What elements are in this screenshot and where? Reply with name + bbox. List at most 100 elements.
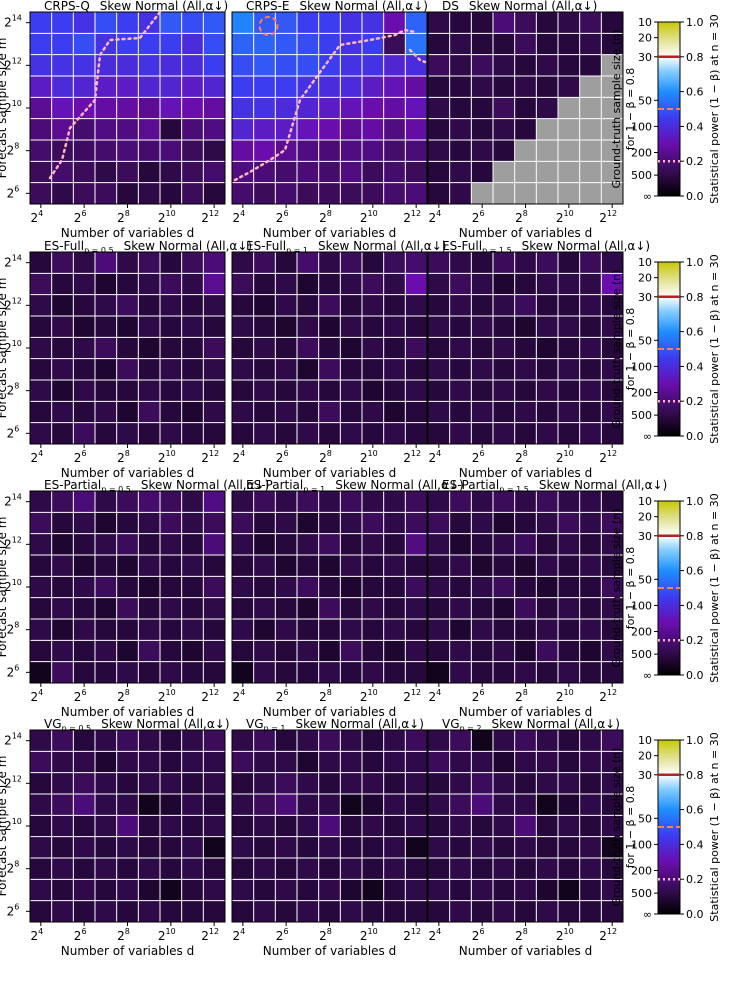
heatmap-cell [340,401,362,423]
power-tick-label: 0.2 [686,395,704,408]
n-tick-label: 100 [631,120,652,133]
heatmap-cell [558,76,580,98]
heatmap-cell [493,794,515,816]
heatmap-cell [471,900,493,922]
heatmap-cell [536,661,558,683]
n-tick-label: 50 [638,812,652,825]
heatmap-cell [601,118,623,140]
heatmap-cell [30,597,52,619]
colorbar-n-label: Ground-truth sample size (n) [610,748,623,907]
heatmap-cell [297,161,319,183]
heatmap-cell [51,54,74,76]
x-tick-label: 210 [360,449,378,465]
power-tick-label: 0.4 [686,599,704,612]
heatmap-cell [493,836,515,858]
heatmap-cell [558,576,580,598]
heatmap-cell [30,401,52,423]
heatmap-cell [232,401,254,423]
heatmap-cell [297,491,319,513]
panel-title: VGp = 1 Skew Normal (All,α↓) [246,717,424,733]
heatmap-cell [51,422,74,444]
heatmap-cell [73,161,95,183]
heatmap-cell [601,273,623,295]
heatmap-cell [579,900,602,922]
heatmap-cell [203,512,225,534]
heatmap-cell [297,273,319,295]
heatmap-cell [116,161,139,183]
heatmap-cell [138,422,160,444]
x-tick-label: 28 [319,449,332,465]
heatmap-cell [51,730,74,752]
heatmap-cell [405,900,427,922]
y-tick-label: 28 [7,142,20,158]
heatmap-cell [362,772,384,794]
colorbar-power-label: Statistical power (1 − β) at n = 30 [708,14,721,203]
n-tick-label: 10 [638,16,652,29]
heatmap-cell [405,794,427,816]
heatmap-cell [383,900,406,922]
heatmap-cell [405,815,427,837]
heatmap-cell [318,772,341,794]
heatmap-cell [493,879,515,901]
heatmap-cell [160,12,182,34]
heatmap-cell [30,794,52,816]
heatmap-cell [449,33,472,55]
heatmap-cell [493,619,515,641]
heatmap-cell [297,900,319,922]
heatmap-cell [514,294,537,316]
heatmap-cell [579,140,602,162]
heatmap-cell [362,140,384,162]
x-tick-label: 24 [232,209,245,225]
heatmap-cell [383,491,406,513]
heatmap-cell [471,422,493,444]
x-axis-label: Number of variables d [61,705,195,719]
colorbar-power-label: Statistical power (1 − β) at n = 30 [708,493,721,682]
heatmap-cell [340,491,362,513]
heatmap-cell [383,815,406,837]
x-tick-label: 24 [428,449,441,465]
heatmap-cell [297,794,319,816]
heatmap-cell [536,273,558,295]
heatmap-cell [30,751,52,773]
metric-param: p = 1.5 [482,246,512,255]
heatmap-cell [493,161,515,183]
heatmap-cell [253,140,276,162]
heatmap-cell [362,619,384,641]
heatmap-cell [514,273,537,295]
heatmap-cell [297,640,319,662]
heatmap-cell [232,118,254,140]
heatmap-cell [493,576,515,598]
heatmap-cell [558,491,580,513]
heatmap-cell [579,751,602,773]
heatmap-cell [449,76,472,98]
heatmap-cell [493,337,515,359]
heatmap-cell [95,316,117,338]
heatmap-cell [428,836,450,858]
heatmap-cell [160,730,182,752]
heatmap-cell [73,252,95,274]
heatmap-cell [181,533,204,555]
heatmap-cell [536,772,558,794]
heatmap-cell [558,380,580,402]
heatmap-cell [181,54,204,76]
metric-name: VG [44,717,62,731]
heatmap-cell [558,640,580,662]
heatmap-cell [536,730,558,752]
x-tick-label: 28 [515,209,528,225]
heatmap-cell [536,619,558,641]
heatmap-cell [428,555,450,577]
heatmap-cell [383,252,406,274]
power-tick-label: 0.4 [686,120,704,133]
heatmap-cell [558,772,580,794]
heatmap-cell [405,337,427,359]
y-tick-label: 212 [4,774,22,790]
heatmap-cell [405,555,427,577]
heatmap-cell [73,54,95,76]
metric-param: p = 1 [303,485,325,494]
heatmap-cell [275,619,297,641]
heatmap-cell [558,879,580,901]
heatmap-cell [514,140,537,162]
heatmap-cell [73,422,95,444]
x-tick-label: 212 [201,449,219,465]
heatmap-cell [203,337,225,359]
